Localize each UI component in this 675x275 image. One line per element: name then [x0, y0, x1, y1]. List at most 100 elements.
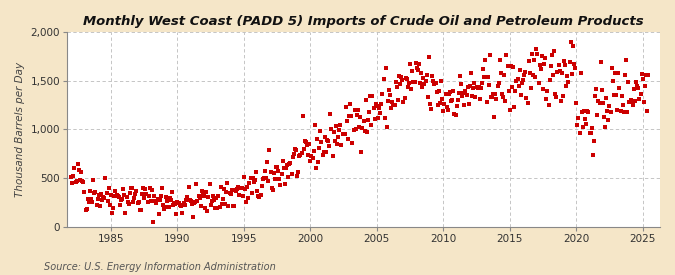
Point	[276, 172, 287, 176]
Point	[132, 201, 143, 205]
Point	[537, 87, 548, 91]
Point	[89, 191, 100, 196]
Point	[110, 189, 121, 194]
Point	[448, 89, 459, 93]
Point	[115, 203, 126, 208]
Point	[233, 185, 244, 189]
Point	[232, 187, 243, 191]
Point	[331, 123, 342, 128]
Point	[165, 198, 176, 202]
Point	[572, 123, 583, 127]
Point	[441, 105, 452, 109]
Point	[229, 204, 240, 208]
Point	[72, 162, 83, 166]
Point	[445, 90, 456, 94]
Point	[303, 153, 314, 158]
Point	[373, 116, 383, 120]
Point	[247, 176, 258, 180]
Point	[400, 76, 411, 81]
Point	[630, 99, 641, 103]
Point	[203, 194, 214, 199]
Point	[291, 148, 302, 152]
Point	[630, 80, 641, 85]
Point	[594, 101, 605, 105]
Point	[500, 99, 511, 103]
Point	[501, 53, 512, 57]
Point	[82, 197, 93, 202]
Point	[634, 97, 645, 101]
Point	[337, 132, 348, 136]
Point	[469, 81, 480, 85]
Point	[587, 125, 597, 130]
Point	[189, 201, 200, 205]
Point	[314, 146, 325, 151]
Point	[427, 73, 437, 78]
Point	[412, 67, 423, 72]
Point	[96, 191, 107, 196]
Point	[374, 105, 385, 110]
Point	[186, 199, 196, 203]
Point	[550, 92, 561, 96]
Point	[324, 144, 335, 148]
Point	[115, 198, 126, 202]
Point	[188, 214, 198, 219]
Point	[292, 174, 302, 178]
Point	[480, 58, 491, 62]
Point	[159, 207, 169, 211]
Point	[161, 195, 171, 199]
Point	[387, 100, 398, 104]
Point	[402, 77, 412, 81]
Point	[542, 89, 553, 94]
Point	[513, 84, 524, 88]
Point	[430, 81, 441, 86]
Point	[433, 103, 443, 107]
Point	[643, 73, 653, 77]
Point	[146, 188, 157, 192]
Point	[84, 200, 95, 204]
Point	[298, 147, 309, 151]
Point	[207, 199, 217, 203]
Point	[212, 206, 223, 210]
Point	[405, 61, 416, 66]
Point	[628, 87, 639, 91]
Point	[580, 117, 591, 122]
Point	[240, 186, 250, 191]
Point	[437, 97, 448, 102]
Point	[626, 99, 637, 103]
Point	[209, 198, 219, 202]
Point	[492, 84, 503, 88]
Point	[278, 166, 289, 170]
Point	[429, 81, 440, 86]
Point	[433, 89, 444, 94]
Point	[69, 166, 80, 170]
Point	[608, 78, 618, 83]
Point	[360, 98, 371, 102]
Point	[105, 203, 115, 207]
Point	[582, 109, 593, 113]
Point	[554, 69, 565, 73]
Point	[541, 97, 551, 101]
Point	[205, 202, 216, 207]
Point	[590, 94, 601, 98]
Point	[477, 81, 487, 85]
Point	[597, 101, 608, 106]
Point	[202, 209, 213, 213]
Point	[307, 156, 318, 160]
Point	[525, 86, 536, 90]
Point	[180, 203, 190, 207]
Point	[454, 74, 465, 79]
Point	[407, 69, 418, 74]
Point	[271, 164, 281, 169]
Point	[641, 72, 651, 77]
Point	[605, 110, 616, 114]
Point	[493, 81, 504, 86]
Point	[458, 90, 468, 95]
Point	[371, 104, 382, 108]
Point	[551, 95, 562, 99]
Point	[139, 196, 150, 200]
Point	[200, 206, 211, 210]
Point	[488, 92, 499, 96]
Point	[306, 153, 317, 158]
Point	[158, 203, 169, 207]
Point	[260, 168, 271, 173]
